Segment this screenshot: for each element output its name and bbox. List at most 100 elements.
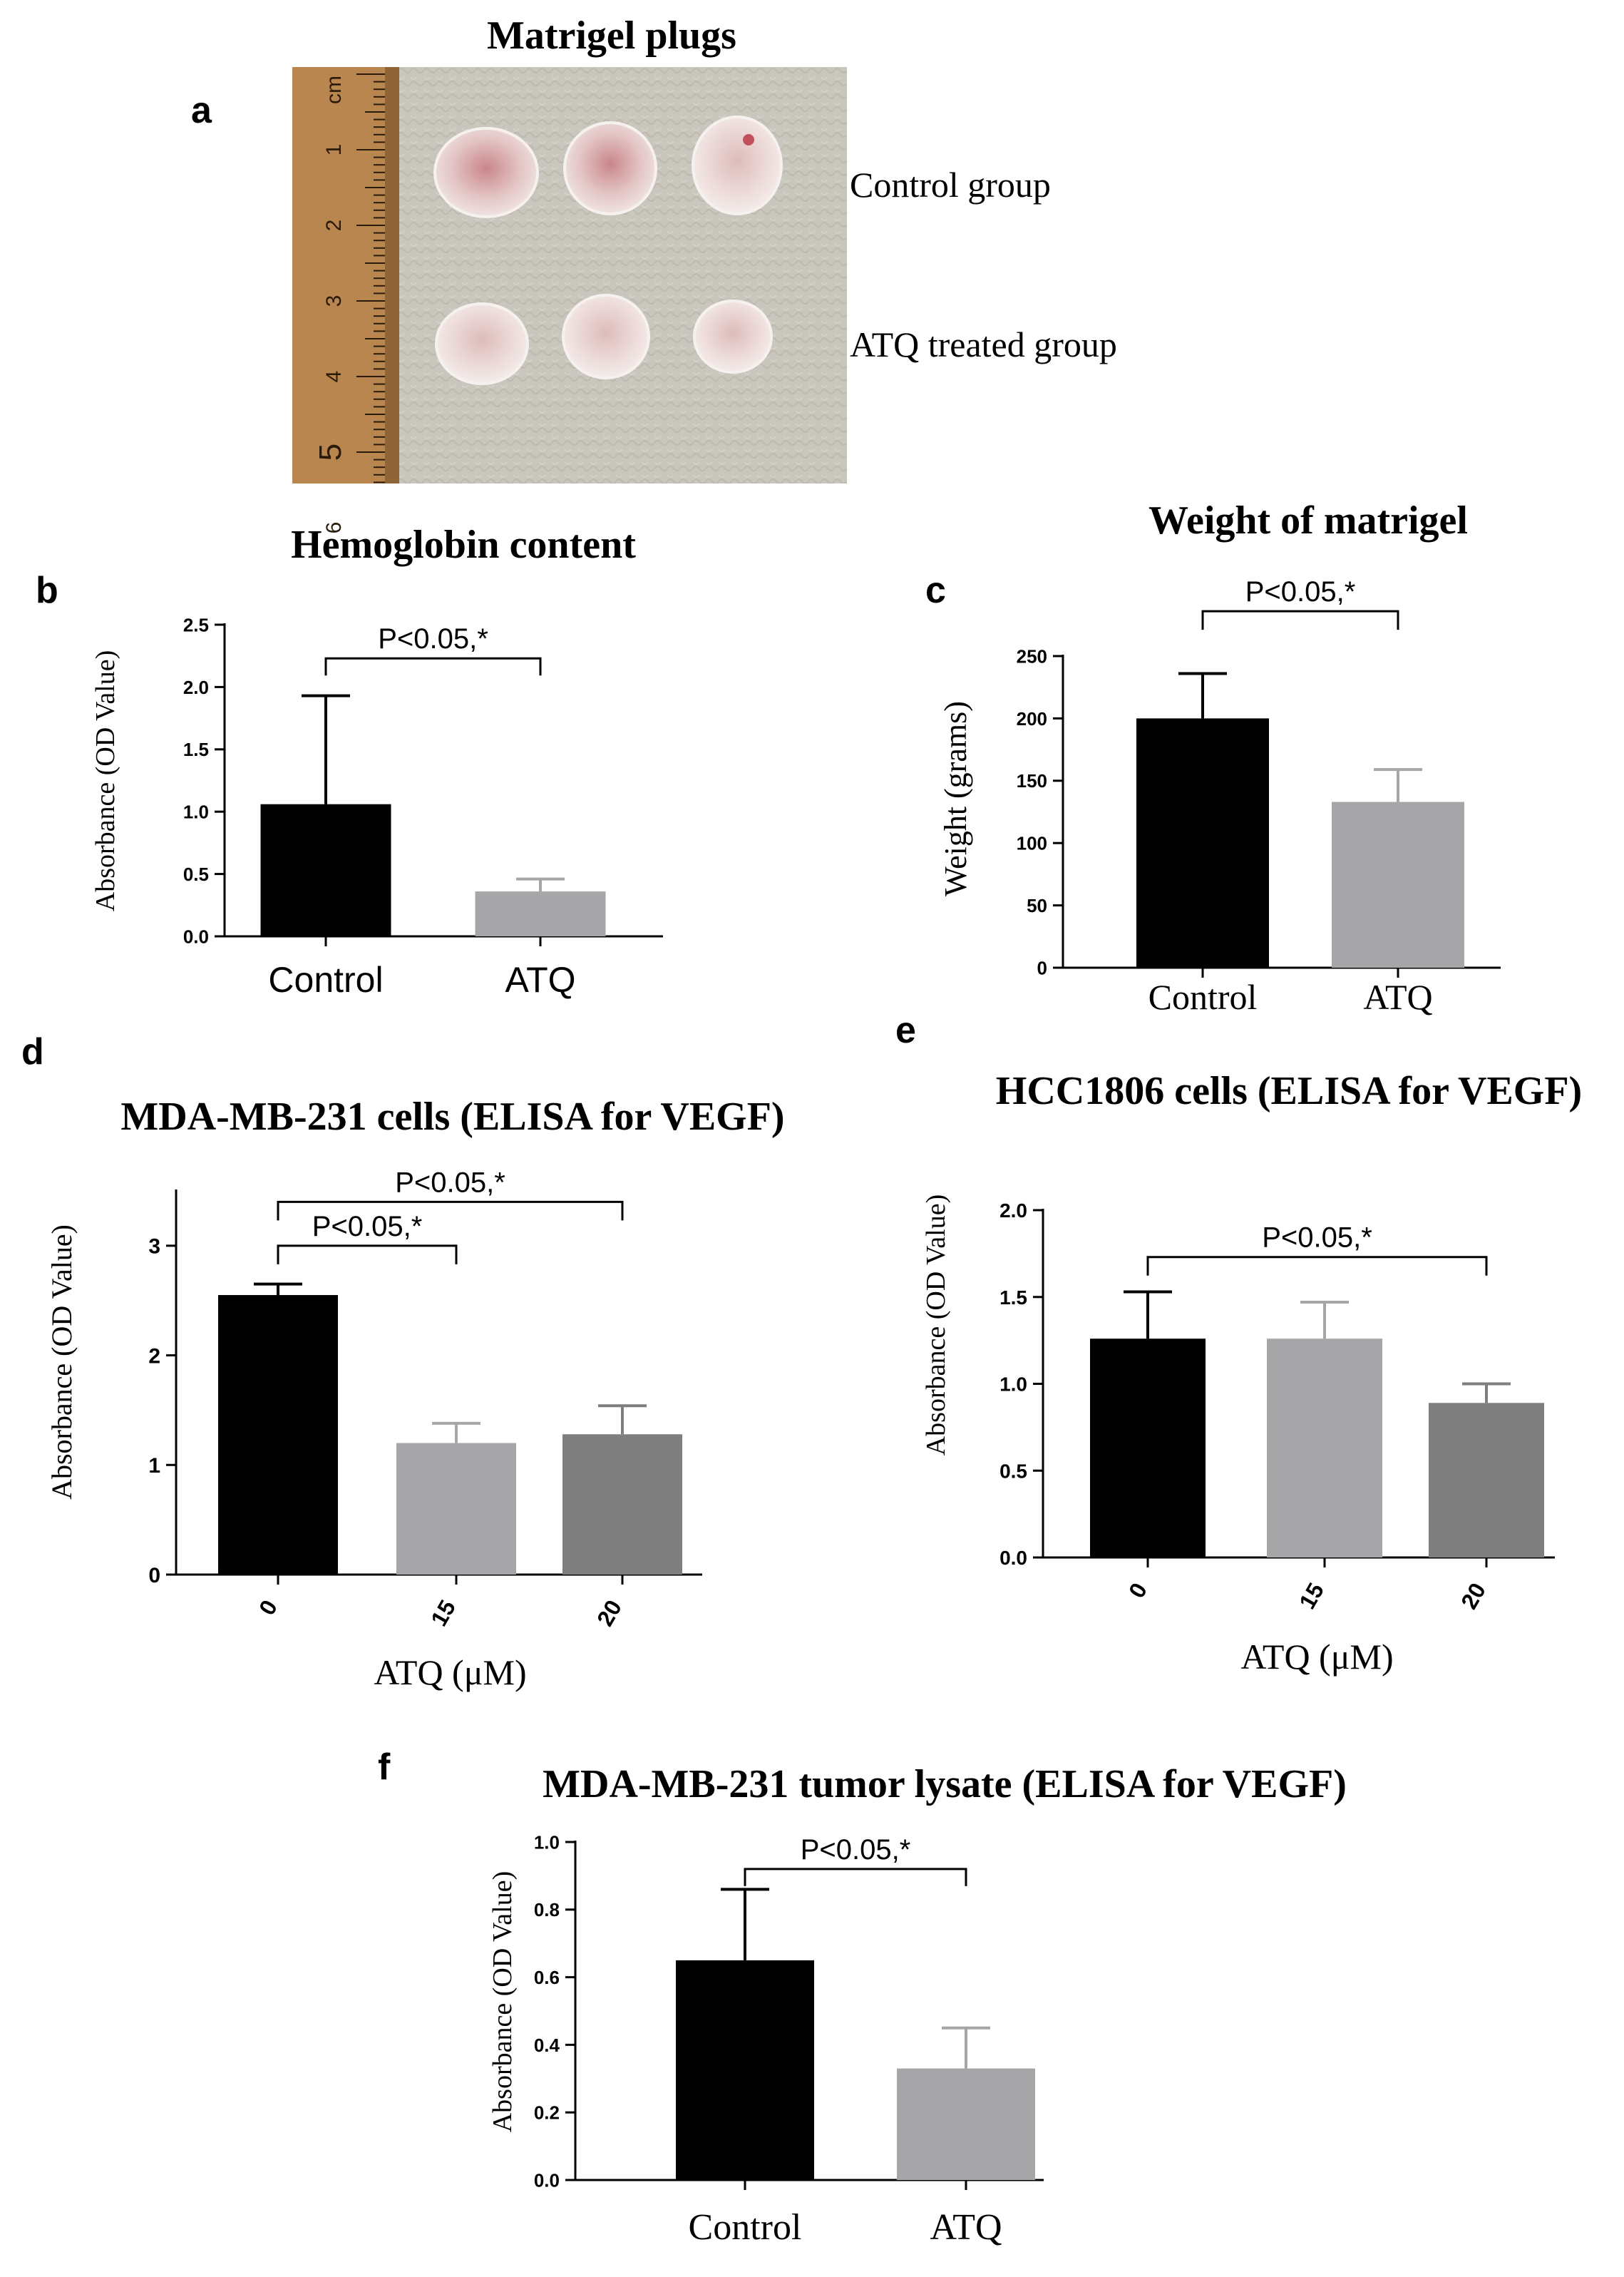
bar-ATQ (475, 891, 606, 936)
y-tick-label: 2.0 (999, 1199, 1027, 1222)
ruler-number: 1 (322, 144, 346, 156)
panel-a-letter: a (191, 90, 212, 131)
y-tick-label: 0.0 (183, 926, 209, 947)
ruler-numbers: cm 1 2 3 4 5 6 (313, 76, 348, 533)
panel-d-letter: d (21, 1031, 44, 1073)
significance-label: P<0.05,* (1262, 1222, 1372, 1254)
chart-title: MDA-MB-231 cells (ELISA for VEGF) (120, 1095, 784, 1139)
x-tick-label: ATQ (1363, 977, 1432, 1017)
x-tick-label: 15 (1294, 1579, 1329, 1614)
y-axis-label: Absorbance (OD Value) (921, 1194, 951, 1456)
x-axis-label: ATQ (μM) (374, 1652, 526, 1692)
atq-plug-3 (693, 300, 773, 374)
ruler-ticks (356, 73, 385, 483)
y-axis-label: Absorbance (OD Value) (91, 650, 120, 912)
control-plug-2 (563, 121, 657, 215)
x-tick-label: 20 (592, 1596, 627, 1631)
panel-e-chart: e HCC1806 cells (ELISA for VEGF) 0.0 0.5 1.0… (895, 1010, 1582, 1677)
ruler-number: 5 (313, 444, 348, 461)
chart-title: HCC1806 cells (ELISA for VEGF) (996, 1069, 1582, 1113)
chart-title: Weight of matrigel (1148, 498, 1468, 543)
panel-b-letter: b (36, 570, 58, 611)
significance-label: P<0.05,* (395, 1167, 505, 1198)
y-axis-label: Absorbance (OD Value) (46, 1224, 78, 1500)
y-tick-label: 2.5 (183, 614, 209, 635)
y-tick-label: 3 (148, 1235, 160, 1259)
y-tick-label: 1.0 (183, 802, 209, 823)
bar-ATQ (1332, 802, 1464, 968)
y-tick-label: 1.0 (999, 1373, 1027, 1396)
y-tick-label: 250 (1017, 645, 1047, 667)
y-tick-label: 0.5 (183, 864, 209, 885)
y-tick-label: 0 (148, 1564, 160, 1587)
y-tick-label: 1.5 (999, 1286, 1027, 1309)
x-tick-label: ATQ (930, 2207, 1002, 2248)
significance-bracket (1201, 610, 1399, 630)
control-group-label: Control group (850, 165, 1051, 205)
chart-title: Hemoglobin content (291, 523, 636, 567)
bar-ATQ (897, 2068, 1035, 2180)
significance-label: P<0.05,* (1245, 576, 1356, 608)
bar-20 (562, 1434, 682, 1575)
y-tick-label: 1.5 (183, 739, 209, 760)
significance-label: P<0.05,* (801, 1834, 911, 1866)
matrigel-photo: cm 1 2 3 4 5 6 (292, 67, 847, 533)
atq-plugs (435, 294, 773, 385)
ruler-number: 3 (322, 295, 346, 307)
panel-c-chart: c Weight of matrigel 0 50 100 150 200 250 Weight… (925, 498, 1501, 1017)
y-tick-label: 0.6 (534, 1967, 560, 1988)
ruler-number: 4 (322, 371, 346, 383)
y-axis-label: Absorbance (OD Value) (488, 1871, 518, 2133)
y-tick-label: 2.0 (183, 677, 209, 698)
y-tick-label: 1.0 (534, 1831, 560, 1853)
bar-20 (1429, 1403, 1544, 1557)
y-tick-label: 0.2 (534, 2102, 560, 2124)
y-tick-label: 100 (1017, 833, 1047, 854)
panel-f-letter: f (378, 1746, 391, 1788)
control-plug-3 (692, 116, 783, 215)
y-tick-label: 200 (1017, 708, 1047, 730)
x-tick-label: 20 (1456, 1579, 1491, 1614)
significance-bracket (744, 1868, 967, 1886)
significance-bracket (277, 1244, 458, 1264)
y-tick-label: 0.0 (534, 2169, 560, 2191)
y-tick-label: 0.0 (999, 1547, 1027, 1569)
significance-label: P<0.05,* (312, 1211, 423, 1242)
significance-bracket (1146, 1256, 1488, 1276)
significance-bracket (277, 1200, 624, 1221)
atq-group-label: ATQ treated group (850, 324, 1117, 364)
x-axis-label: ATQ (μM) (1240, 1637, 1393, 1677)
x-tick-label: Control (1148, 977, 1258, 1017)
y-tick-label: 0.5 (999, 1460, 1027, 1482)
y-tick-label: 1 (148, 1454, 160, 1478)
bar-0 (1090, 1339, 1206, 1557)
ruler: cm 1 2 3 4 5 6 (292, 67, 399, 533)
panel-e-letter: e (895, 1010, 916, 1051)
chart-title: MDA-MB-231 tumor lysate (ELISA for VEGF) (543, 1762, 1347, 1806)
y-tick-label: 50 (1027, 895, 1047, 916)
panel-f-chart: f MDA-MB-231 tumor lysate (ELISA for VEGF… (378, 1746, 1347, 2248)
y-tick-label: 0 (1037, 957, 1047, 978)
y-tick-label: 0.8 (534, 1899, 560, 1920)
bar-Control (260, 804, 391, 936)
atq-plug-2 (562, 294, 650, 379)
y-tick-label: 0.4 (534, 2035, 560, 2056)
y-axis-label: Weight (grams) (938, 701, 973, 896)
ruler-number: 2 (322, 220, 346, 232)
x-tick-label: 15 (426, 1596, 461, 1631)
atq-plug-1 (435, 302, 529, 385)
control-plug-1 (433, 127, 539, 218)
bar-0 (218, 1295, 338, 1575)
x-tick-label: ATQ (505, 960, 575, 1000)
x-tick-label: Control (689, 2207, 802, 2248)
panel-d-chart: d MDA-MB-231 cells (ELISA for VEGF) 0 1 2 3 Ab… (21, 1031, 785, 1692)
y-tick-label: 2 (148, 1344, 160, 1368)
bar-Control (676, 1960, 814, 2180)
panel-a-title: Matrigel plugs (487, 14, 736, 58)
x-tick-label: 0 (1124, 1579, 1152, 1602)
ruler-number: cm (322, 76, 346, 104)
panel-c-letter: c (925, 570, 946, 611)
significance-label: P<0.05,* (378, 623, 488, 655)
x-tick-label: 0 (254, 1596, 282, 1620)
